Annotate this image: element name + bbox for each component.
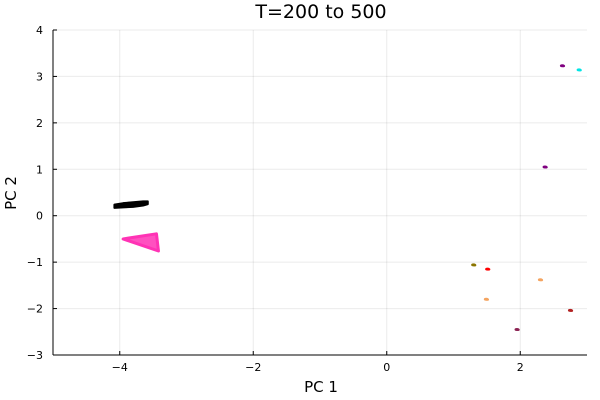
grid — [53, 29, 587, 356]
cluster-point — [485, 298, 490, 301]
y-tick-label: −1 — [27, 256, 43, 269]
y-axis-ticks: −3 −2 −1 0 1 2 3 4 — [27, 24, 57, 362]
data-marks — [113, 64, 582, 331]
y-tick-label: −3 — [27, 349, 43, 362]
x-tick-label: 0 — [383, 361, 390, 374]
y-tick-label: −2 — [27, 303, 43, 316]
cluster-point — [569, 309, 574, 312]
cluster-point — [539, 278, 544, 282]
x-tick-label: −2 — [245, 361, 261, 374]
cluster-point — [473, 264, 477, 267]
y-axis-label: PC 2 — [2, 176, 20, 210]
y-tick-label: 2 — [36, 117, 43, 130]
chart-title: T=200 to 500 — [254, 1, 386, 23]
y-tick-label: 1 — [36, 163, 43, 176]
trajectory-loop-pink — [121, 232, 160, 253]
trajectory-band-black — [113, 200, 149, 209]
axes — [52, 30, 587, 356]
x-tick-label: −4 — [112, 361, 128, 374]
x-tick-label: 2 — [517, 361, 524, 374]
cluster-point — [578, 69, 582, 72]
y-tick-label: 4 — [36, 24, 43, 37]
x-axis-ticks: −4 −2 0 2 — [112, 351, 524, 374]
cluster-point — [487, 268, 491, 271]
y-tick-label: 3 — [36, 70, 43, 83]
cluster-point — [516, 328, 520, 331]
x-axis-label: PC 1 — [304, 378, 338, 396]
cluster-point — [561, 64, 566, 68]
cluster-point — [544, 166, 548, 169]
y-tick-label: 0 — [36, 210, 43, 223]
